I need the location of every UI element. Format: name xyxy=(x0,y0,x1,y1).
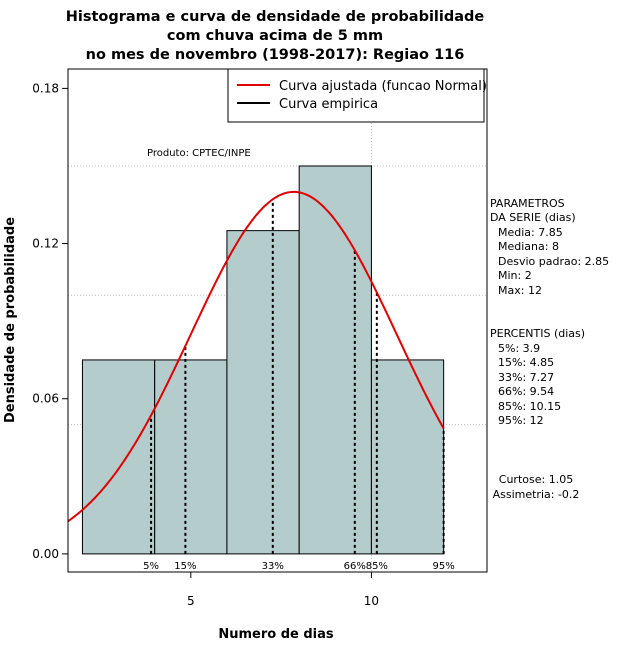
percentile-lines: 5% 15% 33% 66% 85% 95% xyxy=(143,199,455,572)
parameter-line: Min: 2 xyxy=(498,269,532,282)
percentile-line: 95%: 12 xyxy=(498,414,544,427)
percentile-line: 66%: 9.54 xyxy=(498,385,554,398)
y-tick-label: 0.18 xyxy=(32,81,59,95)
parameters-header-1: PARAMETROS xyxy=(490,197,565,210)
percentiles-header: PERCENTIS (dias) xyxy=(490,327,585,340)
skewness-value: Assimetria: -0.2 xyxy=(493,488,580,501)
histogram-bar xyxy=(298,165,372,555)
chart-title-line-2: com chuva acima de 5 mm xyxy=(167,28,383,44)
percentile-label: 33% xyxy=(262,561,284,572)
percentiles-panel: PERCENTIS (dias) 5%: 3.9 15%: 4.85 33%: … xyxy=(490,327,585,427)
percentile-line: 85%: 10.15 xyxy=(498,400,561,413)
parameters-panel: PARAMETROS DA SERIE (dias) Media: 7.85 M… xyxy=(490,197,609,297)
percentile-line: 5%: 3.9 xyxy=(498,342,540,355)
legend-box xyxy=(227,68,485,123)
histogram-bar xyxy=(226,230,300,555)
parameter-line: Mediana: 8 xyxy=(498,240,559,253)
histogram-bar xyxy=(154,359,228,555)
percentile-line: 15%: 4.85 xyxy=(498,356,554,369)
y-tick-label: 0.00 xyxy=(32,547,59,561)
parameters-header-2: DA SERIE (dias) xyxy=(490,211,576,224)
shape-stats-panel: Curtose: 1.05 Assimetria: -0.2 xyxy=(493,473,580,501)
percentile-label: 85% xyxy=(366,561,388,572)
x-tick-label: 10 xyxy=(364,594,379,608)
parameter-line: Desvio padrao: 2.85 xyxy=(498,255,609,268)
parameter-line: Media: 7.85 xyxy=(498,226,563,239)
percentile-label: 5% xyxy=(143,561,159,572)
y-axis-title: Densidade de probabilidade xyxy=(3,217,18,423)
kurtosis-value: Curtose: 1.05 xyxy=(499,473,573,486)
histogram-bar xyxy=(370,359,445,555)
percentile-label: 15% xyxy=(174,561,196,572)
histogram-bars xyxy=(81,165,445,555)
percentile-label: 95% xyxy=(433,561,455,572)
fitted-curve-layer xyxy=(67,190,445,523)
y-tick-label: 0.12 xyxy=(32,237,59,251)
parameter-line: Max: 12 xyxy=(498,284,542,297)
x-tick-label: 5 xyxy=(187,594,195,608)
fitted-normal-curve xyxy=(67,190,445,523)
percentile-line: 33%: 7.27 xyxy=(498,371,554,384)
x-axis-title: Numero de dias xyxy=(218,627,334,642)
product-watermark: Produto: CPTEC/INPE xyxy=(147,148,251,159)
legend-fitted-label: Curva ajustada (funcao Normal) xyxy=(279,79,487,94)
chart-title-line-3: no mes de novembro (1998-2017): Regiao 1… xyxy=(86,47,465,63)
legend-empirical-label: Curva empirica xyxy=(279,97,378,112)
percentile-label: 66% xyxy=(344,561,366,572)
y-tick-label: 0.06 xyxy=(32,392,59,406)
chart-title-line-1: Histograma e curva de densidade de proba… xyxy=(66,9,485,25)
legend: Curva ajustada (funcao Normal) Curva emp… xyxy=(227,68,487,123)
histogram-bar xyxy=(81,359,156,555)
